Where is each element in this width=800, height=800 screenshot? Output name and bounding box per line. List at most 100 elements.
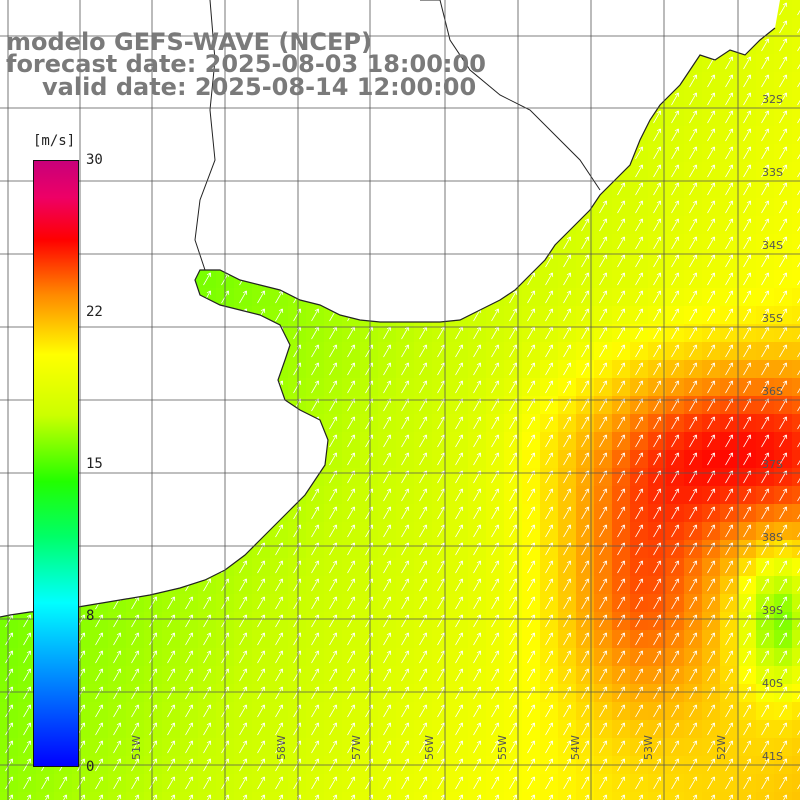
wind-arrow (743, 344, 752, 358)
latitude-label: 40S (762, 677, 783, 690)
wind-arrow (95, 632, 104, 646)
wind-arrow (329, 416, 338, 430)
wind-arrow (545, 776, 554, 790)
wind-arrow (383, 632, 392, 646)
wind-arrow (581, 686, 590, 700)
wind-arrow (185, 650, 194, 664)
wind-arrow (671, 380, 680, 394)
wind-arrow (779, 2, 788, 16)
wind-arrow (761, 308, 770, 322)
wind-arrow (653, 308, 662, 322)
wind-arrow (671, 488, 680, 502)
wind-arrow (743, 524, 752, 538)
wind-arrow (545, 650, 554, 664)
wind-arrow (653, 344, 662, 358)
wind-arrow (725, 182, 734, 196)
wind-arrow (671, 290, 680, 304)
wind-cell (792, 432, 800, 451)
wind-cell (396, 792, 415, 800)
wind-arrow (383, 362, 392, 376)
wind-arrow (635, 272, 644, 286)
wind-arrow (347, 344, 356, 358)
wind-arrow (401, 344, 410, 358)
wind-arrow (239, 704, 248, 718)
wind-arrow (653, 218, 662, 232)
wind-arrow (635, 668, 644, 682)
wind-arrow (581, 596, 590, 610)
wind-arrow (581, 668, 590, 682)
wind-arrow (581, 236, 590, 250)
wind-arrow (473, 416, 482, 430)
wind-arrow (23, 704, 32, 718)
wind-cell (306, 792, 325, 800)
wind-arrow (797, 63, 800, 70)
wind-arrow (491, 668, 500, 682)
wind-arrow (473, 506, 482, 520)
wind-arrow (383, 560, 392, 574)
wind-arrow (797, 711, 800, 718)
wind-arrow (599, 218, 608, 232)
wind-arrow (653, 632, 662, 646)
wind-arrow (635, 686, 644, 700)
wind-arrow (707, 290, 716, 304)
wind-arrow (98, 794, 104, 800)
wind-arrow (365, 650, 374, 664)
wind-arrow (44, 794, 50, 800)
wind-arrow (167, 704, 176, 718)
wind-arrow (617, 524, 626, 538)
wind-cell (792, 558, 800, 577)
wind-arrow (473, 614, 482, 628)
wind-arrow (743, 110, 752, 124)
wind-arrow (725, 218, 734, 232)
wind-arrow (563, 434, 572, 448)
wind-arrow (509, 380, 518, 394)
wind-arrow (797, 243, 800, 250)
wind-arrow (617, 452, 626, 466)
wind-arrow (545, 272, 554, 286)
wind-arrow (743, 236, 752, 250)
wind-cell (144, 792, 163, 800)
wind-arrow (563, 722, 572, 736)
longitude-label: 57W (350, 735, 363, 760)
wind-arrow (383, 686, 392, 700)
wind-arrow (347, 416, 356, 430)
wind-arrow (527, 578, 536, 592)
wind-cell (666, 792, 685, 800)
wind-arrow (545, 506, 554, 520)
wind-arrow (635, 614, 644, 628)
wind-arrow (491, 722, 500, 736)
longitude-label: 51W (130, 735, 143, 760)
wind-arrow (509, 704, 518, 718)
wind-arrow (365, 488, 374, 502)
wind-arrow (509, 686, 518, 700)
wind-cell (792, 252, 800, 271)
wind-arrow (671, 704, 680, 718)
wind-arrow (743, 362, 752, 376)
wind-arrow (419, 452, 428, 466)
wind-arrow (131, 686, 140, 700)
wind-cell (54, 792, 73, 800)
wind-arrow (725, 452, 734, 466)
wind-arrow (527, 506, 536, 520)
wind-arrow (797, 783, 800, 790)
wind-arrow (491, 704, 500, 718)
wind-arrow (725, 650, 734, 664)
wind-arrow (743, 380, 752, 394)
wind-cell (792, 108, 800, 127)
wind-arrow (23, 668, 32, 682)
wind-arrow (455, 668, 464, 682)
wind-arrow (419, 776, 428, 790)
wind-arrow (311, 740, 320, 754)
wind-arrow (401, 596, 410, 610)
wind-arrow (707, 254, 716, 268)
wind-arrow (455, 776, 464, 790)
wind-arrow (491, 686, 500, 700)
wind-arrow (563, 506, 572, 520)
wind-arrow (152, 794, 158, 800)
wind-arrow (185, 668, 194, 682)
wind-arrow (725, 668, 734, 682)
wind-arrow (743, 128, 752, 142)
wind-arrow (455, 344, 464, 358)
wind-arrow (275, 668, 284, 682)
